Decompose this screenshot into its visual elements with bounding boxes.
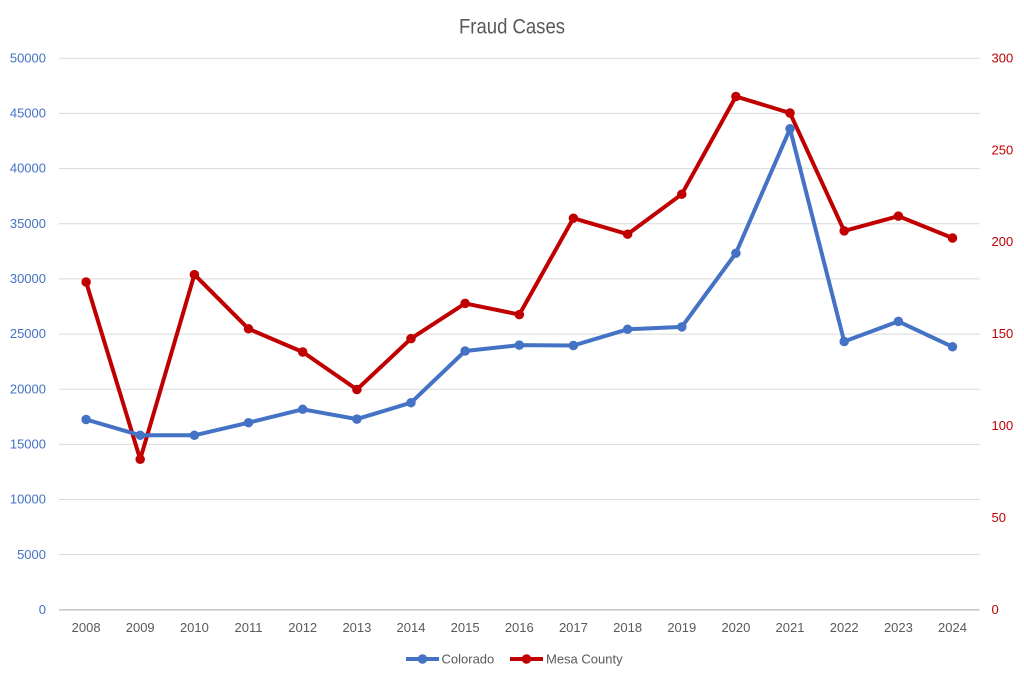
svg-text:2018: 2018 — [613, 620, 642, 635]
svg-text:100: 100 — [992, 418, 1014, 433]
svg-text:2017: 2017 — [559, 620, 588, 635]
svg-text:5000: 5000 — [17, 547, 46, 562]
svg-text:2023: 2023 — [884, 620, 913, 635]
svg-text:Fraud Cases: Fraud Cases — [459, 16, 565, 39]
svg-text:150: 150 — [992, 326, 1014, 341]
svg-text:2021: 2021 — [776, 620, 805, 635]
svg-text:50: 50 — [992, 510, 1006, 525]
svg-text:Colorado: Colorado — [442, 652, 495, 667]
svg-text:20000: 20000 — [10, 381, 46, 396]
svg-text:2014: 2014 — [397, 620, 426, 635]
svg-text:Mesa County: Mesa County — [546, 652, 623, 667]
svg-text:30000: 30000 — [10, 271, 46, 286]
svg-text:2016: 2016 — [505, 620, 534, 635]
svg-text:2008: 2008 — [72, 620, 101, 635]
svg-text:2009: 2009 — [126, 620, 155, 635]
svg-text:15000: 15000 — [10, 437, 46, 452]
svg-text:2019: 2019 — [667, 620, 696, 635]
svg-text:300: 300 — [992, 50, 1014, 65]
svg-text:40000: 40000 — [10, 161, 46, 176]
svg-text:45000: 45000 — [10, 106, 46, 121]
svg-text:35000: 35000 — [10, 216, 46, 231]
svg-text:2010: 2010 — [180, 620, 209, 635]
svg-text:2015: 2015 — [451, 620, 480, 635]
svg-text:2022: 2022 — [830, 620, 859, 635]
svg-text:2011: 2011 — [235, 620, 263, 635]
svg-text:25000: 25000 — [10, 326, 46, 341]
svg-text:2020: 2020 — [721, 620, 750, 635]
svg-text:250: 250 — [992, 142, 1014, 157]
svg-text:2024: 2024 — [938, 620, 967, 635]
svg-text:2012: 2012 — [288, 620, 317, 635]
svg-text:10000: 10000 — [10, 492, 46, 507]
svg-text:0: 0 — [39, 602, 46, 617]
svg-text:50000: 50000 — [10, 50, 46, 65]
svg-text:2013: 2013 — [342, 620, 371, 635]
svg-text:200: 200 — [992, 234, 1014, 249]
svg-text:0: 0 — [992, 602, 999, 617]
